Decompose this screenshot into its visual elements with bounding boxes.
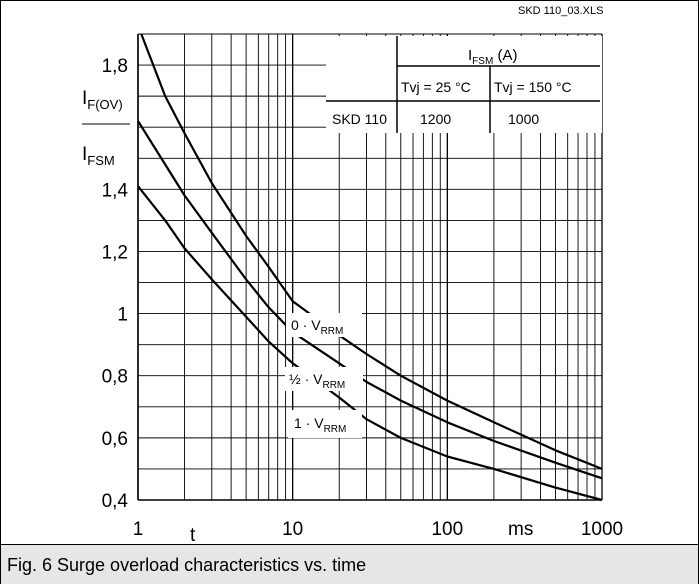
- chart: SKD 110_03.XLS 1 10 100 1000 0,4 0,6 0,8 1 1,2 1,…: [82, 5, 624, 544]
- inset-col1: Tvj = 25 °C: [401, 79, 471, 95]
- y-tick-label-0: 0,4: [102, 491, 129, 512]
- y-tick-label-1: 0,6: [102, 429, 128, 450]
- x-tick-label-2: 100: [431, 519, 463, 540]
- curve-labels: 0 · VRRM ½ · VRRM 1 · VRRM: [285, 313, 363, 438]
- y-tick-label-6: 1,8: [102, 56, 128, 77]
- inset-table-header: IFSM (A): [468, 47, 517, 67]
- y-tick-label-4: 1,2: [102, 242, 128, 263]
- y-tick-label-3: 1: [117, 305, 128, 326]
- curve-label-bg-2: [288, 410, 362, 438]
- curve-label-1-main: ½ · V: [289, 371, 323, 387]
- file-label: SKD 110_03.XLS: [518, 5, 603, 17]
- xlabel: t: [190, 525, 196, 544]
- inset-table: IFSM (A) Tvj = 25 °C Tvj = 150 °C SKD 11…: [326, 36, 602, 133]
- x-tick-label-3: 1000: [581, 519, 623, 540]
- x-tick-label-0: 1: [133, 519, 144, 540]
- x-tick-label-1: 10: [282, 519, 303, 540]
- curve-label-0: 0 · VRRM: [291, 317, 343, 337]
- caption: Fig. 6 Surge overload characteristics vs…: [7, 555, 367, 575]
- curve-label-2-sub: RRM: [324, 424, 347, 435]
- curve-label-2: 1 · VRRM: [294, 415, 346, 435]
- curve-label-0-main: 0 · V: [291, 317, 321, 333]
- ylabel-bottom-sub: FSM: [87, 153, 114, 168]
- series-line-2: [137, 185, 603, 502]
- tick-labels: 1 10 100 1000 0,4 0,6 0,8 1 1,2 1,4 1,8: [102, 56, 624, 540]
- x-unit: ms: [508, 519, 533, 540]
- y-tick-label-5: 1,4: [102, 180, 129, 201]
- series-line-1: [137, 120, 603, 480]
- curve-label-1: ½ · VRRM: [289, 371, 345, 391]
- inset-header-sub: FSM: [472, 56, 493, 67]
- curve-label-bg-0: [286, 313, 362, 337]
- curve-label-1-sub: RRM: [322, 380, 345, 391]
- inset-header-unit: (A): [493, 47, 517, 64]
- y-tick-label-2: 0,8: [102, 367, 128, 388]
- curve-label-2-main: 1 · V: [294, 415, 324, 431]
- inset-header-main: I: [468, 47, 472, 64]
- curve-label-bg-1: [285, 367, 363, 391]
- caption-bar: Fig. 6 Surge overload characteristics vs…: [1, 544, 698, 584]
- ylabel-top: IF(OV): [82, 88, 123, 112]
- inset-row-val1: 1200: [420, 111, 451, 127]
- inset-row-val2: 1000: [508, 111, 539, 127]
- inset-row-label: SKD 110: [332, 111, 387, 127]
- inset-col2: Tvj = 150 °C: [494, 79, 572, 95]
- inset-table-bg: [326, 36, 602, 133]
- curve-label-0-sub: RRM: [321, 326, 344, 337]
- ylabel-bottom: IFSM: [82, 144, 115, 168]
- ylabel-bottom-main: I: [82, 144, 87, 165]
- ylabel-top-sub: F(OV): [87, 97, 122, 112]
- ylabel-top-main: I: [82, 88, 87, 109]
